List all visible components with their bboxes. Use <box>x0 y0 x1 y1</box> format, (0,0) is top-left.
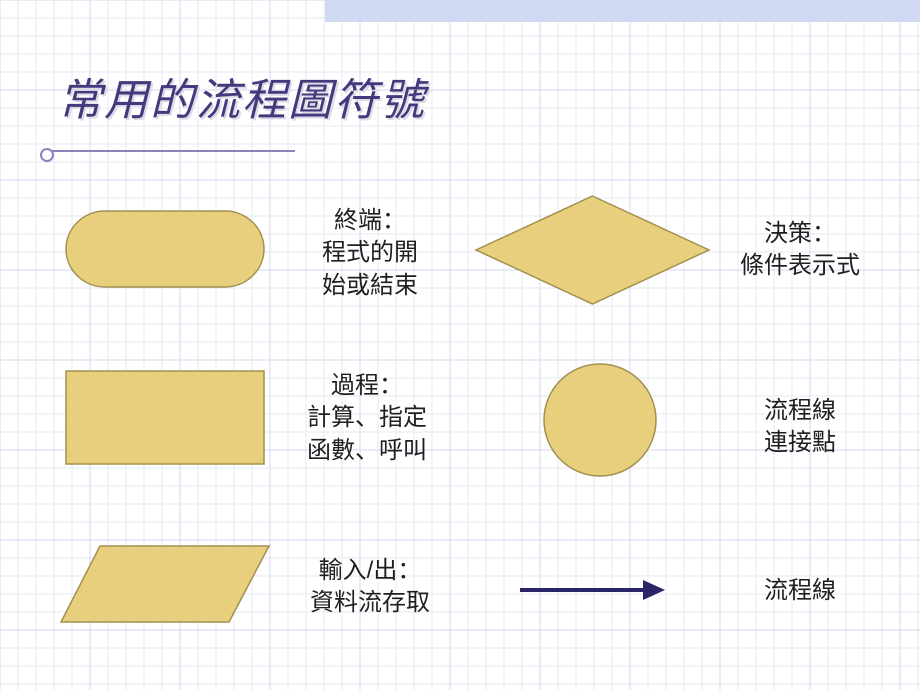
flowline-desc: 流程線 <box>745 575 855 607</box>
slide: 常用的流程圖符號 終端： 程式的開 始或結束 過程： 計算、指定 函數、呼叫 輸… <box>0 0 920 690</box>
